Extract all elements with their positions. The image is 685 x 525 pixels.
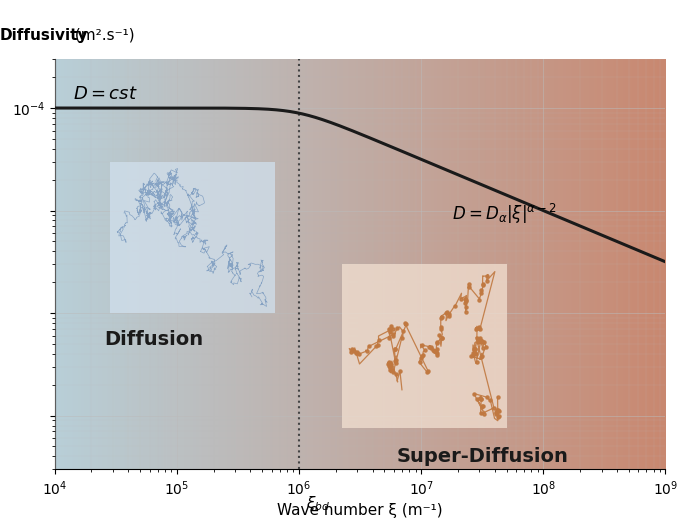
Text: Diffusivity: Diffusivity	[0, 28, 88, 43]
Text: Diffusion: Diffusion	[104, 330, 203, 349]
Text: $\xi_{bd}$: $\xi_{bd}$	[306, 494, 330, 513]
X-axis label: Wave number ξ (m⁻¹): Wave number ξ (m⁻¹)	[277, 503, 443, 518]
Text: $D = cst$: $D = cst$	[73, 85, 138, 103]
Text: $D = D_\alpha|\xi|^{\alpha-2}$: $D = D_\alpha|\xi|^{\alpha-2}$	[452, 202, 558, 226]
Text: (m².s⁻¹): (m².s⁻¹)	[70, 28, 135, 43]
Text: Super-Diffusion: Super-Diffusion	[397, 447, 569, 466]
